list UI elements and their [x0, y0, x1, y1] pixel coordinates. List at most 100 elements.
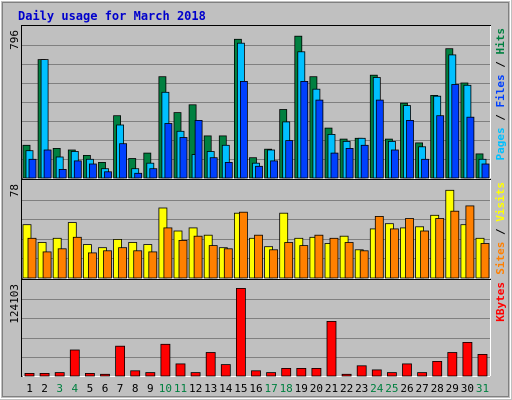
- sites-bar: [284, 242, 294, 279]
- x-tick-label: 2: [41, 382, 48, 395]
- pages-bar: [436, 115, 445, 179]
- kbytes-bar: [296, 367, 307, 377]
- x-tick-label: 1: [26, 382, 33, 395]
- kbytes-bar: [447, 352, 458, 377]
- x-tick-label: 31: [476, 382, 489, 395]
- x-tick-label: 16: [249, 382, 262, 395]
- x-tick-label: 21: [325, 382, 338, 395]
- pages-bar: [406, 120, 414, 179]
- x-tick-label: 20: [310, 382, 323, 395]
- x-tick-label: 10: [159, 382, 172, 395]
- kbytes-bar: [175, 363, 186, 377]
- hits-panel-legend: Pages / Files / Hits: [494, 28, 507, 161]
- visits-panel-legend: Sites / Visits: [494, 182, 507, 275]
- kbytes-bar: [100, 373, 110, 377]
- sites-bar: [254, 234, 263, 279]
- legend-separator: /: [494, 222, 507, 242]
- chart-panels: 796 Pages / Files / Hits 78 Sites / Visits 1…: [8, 25, 507, 377]
- legend-visits: Visits: [494, 182, 507, 222]
- kbytes-bar: [432, 360, 443, 377]
- sites-bar: [208, 245, 218, 279]
- x-tick-label: 9: [147, 382, 154, 395]
- x-tick-label: 17: [264, 382, 277, 395]
- pages-bar: [390, 149, 399, 179]
- sites-bar: [405, 218, 414, 279]
- sites-bar: [450, 210, 460, 279]
- kbytes-bar: [69, 349, 80, 377]
- kbytes-bar: [371, 369, 382, 377]
- sites-bar: [465, 205, 475, 279]
- kbytes-bar: [160, 343, 171, 377]
- kbytes-panel-max-label: 124103: [8, 284, 21, 324]
- sites-bar: [118, 247, 127, 279]
- kbytes-panel: 124103 KBytes: [8, 279, 507, 377]
- x-tick-label: 15: [234, 382, 247, 395]
- visits-panel-max-label: 78: [8, 184, 21, 197]
- sites-bar: [480, 243, 490, 279]
- sites-bar: [269, 249, 279, 279]
- pages-bar: [255, 165, 263, 179]
- sites-bar: [88, 252, 97, 279]
- kbytes-bar: [54, 372, 65, 377]
- x-tick-label: 7: [117, 382, 124, 395]
- hits-panel: 796 Pages / Files / Hits: [8, 25, 507, 179]
- sites-bar: [299, 245, 309, 279]
- legend-files: Files: [494, 74, 507, 107]
- pages-bar: [270, 160, 279, 179]
- sites-bar: [238, 211, 248, 279]
- x-tick-label: 18: [280, 382, 293, 395]
- pages-bar: [194, 120, 203, 179]
- sites-bar: [344, 242, 354, 279]
- pages-bar: [466, 116, 475, 179]
- kbytes-bar: [311, 367, 322, 377]
- pages-bar: [315, 99, 324, 179]
- pages-bar: [330, 152, 339, 179]
- kbytes-bar: [477, 353, 488, 377]
- x-tick-label: 3: [56, 382, 63, 395]
- visits-panel: 78 Sites / Visits: [8, 179, 507, 279]
- sites-bar: [223, 248, 233, 279]
- pages-bar: [451, 84, 460, 179]
- kbytes-bar: [24, 372, 35, 377]
- pages-bar: [481, 163, 490, 179]
- pages-bar: [224, 161, 233, 179]
- legend-kbytes: KBytes: [494, 282, 507, 322]
- pages-bar: [209, 157, 218, 179]
- kbytes-bar: [462, 341, 473, 377]
- legend-hits: Hits: [494, 28, 507, 55]
- x-tick-label: 8: [132, 382, 139, 395]
- sites-bar: [435, 218, 445, 279]
- outer-border-dark: [2, 2, 509, 397]
- x-tick-label: 30: [461, 382, 474, 395]
- x-tick-label: 23: [355, 382, 368, 395]
- x-tick-label: 11: [174, 382, 187, 395]
- pages-bar: [73, 160, 82, 179]
- pages-bar: [119, 143, 127, 179]
- sites-bar: [163, 227, 173, 279]
- kbytes-bar: [417, 372, 428, 377]
- chart-title: Daily usage for March 2018: [18, 9, 206, 23]
- pages-bar: [149, 168, 158, 179]
- x-tick-label: 13: [204, 382, 217, 395]
- hits-panel-max-label: 796: [8, 30, 21, 50]
- kbytes-bar: [235, 287, 246, 377]
- kbytes-bar: [281, 367, 292, 377]
- sites-bar: [193, 235, 203, 279]
- pages-bar: [104, 171, 112, 179]
- x-tick-label: 26: [400, 382, 413, 395]
- kbytes-bar: [326, 320, 337, 377]
- x-tick-label: 4: [71, 382, 78, 395]
- x-tick-label: 14: [219, 382, 233, 395]
- pages-bar: [345, 147, 354, 179]
- sites-bar: [389, 228, 399, 279]
- x-tick-label: 24: [370, 382, 384, 395]
- kbytes-bar: [85, 372, 95, 377]
- kbytes-bar: [251, 370, 261, 377]
- pages-bar: [300, 81, 309, 179]
- pages-bar: [28, 158, 37, 179]
- pages-bar: [179, 137, 188, 179]
- x-tick-label: 5: [87, 382, 94, 395]
- sites-bar: [27, 237, 37, 279]
